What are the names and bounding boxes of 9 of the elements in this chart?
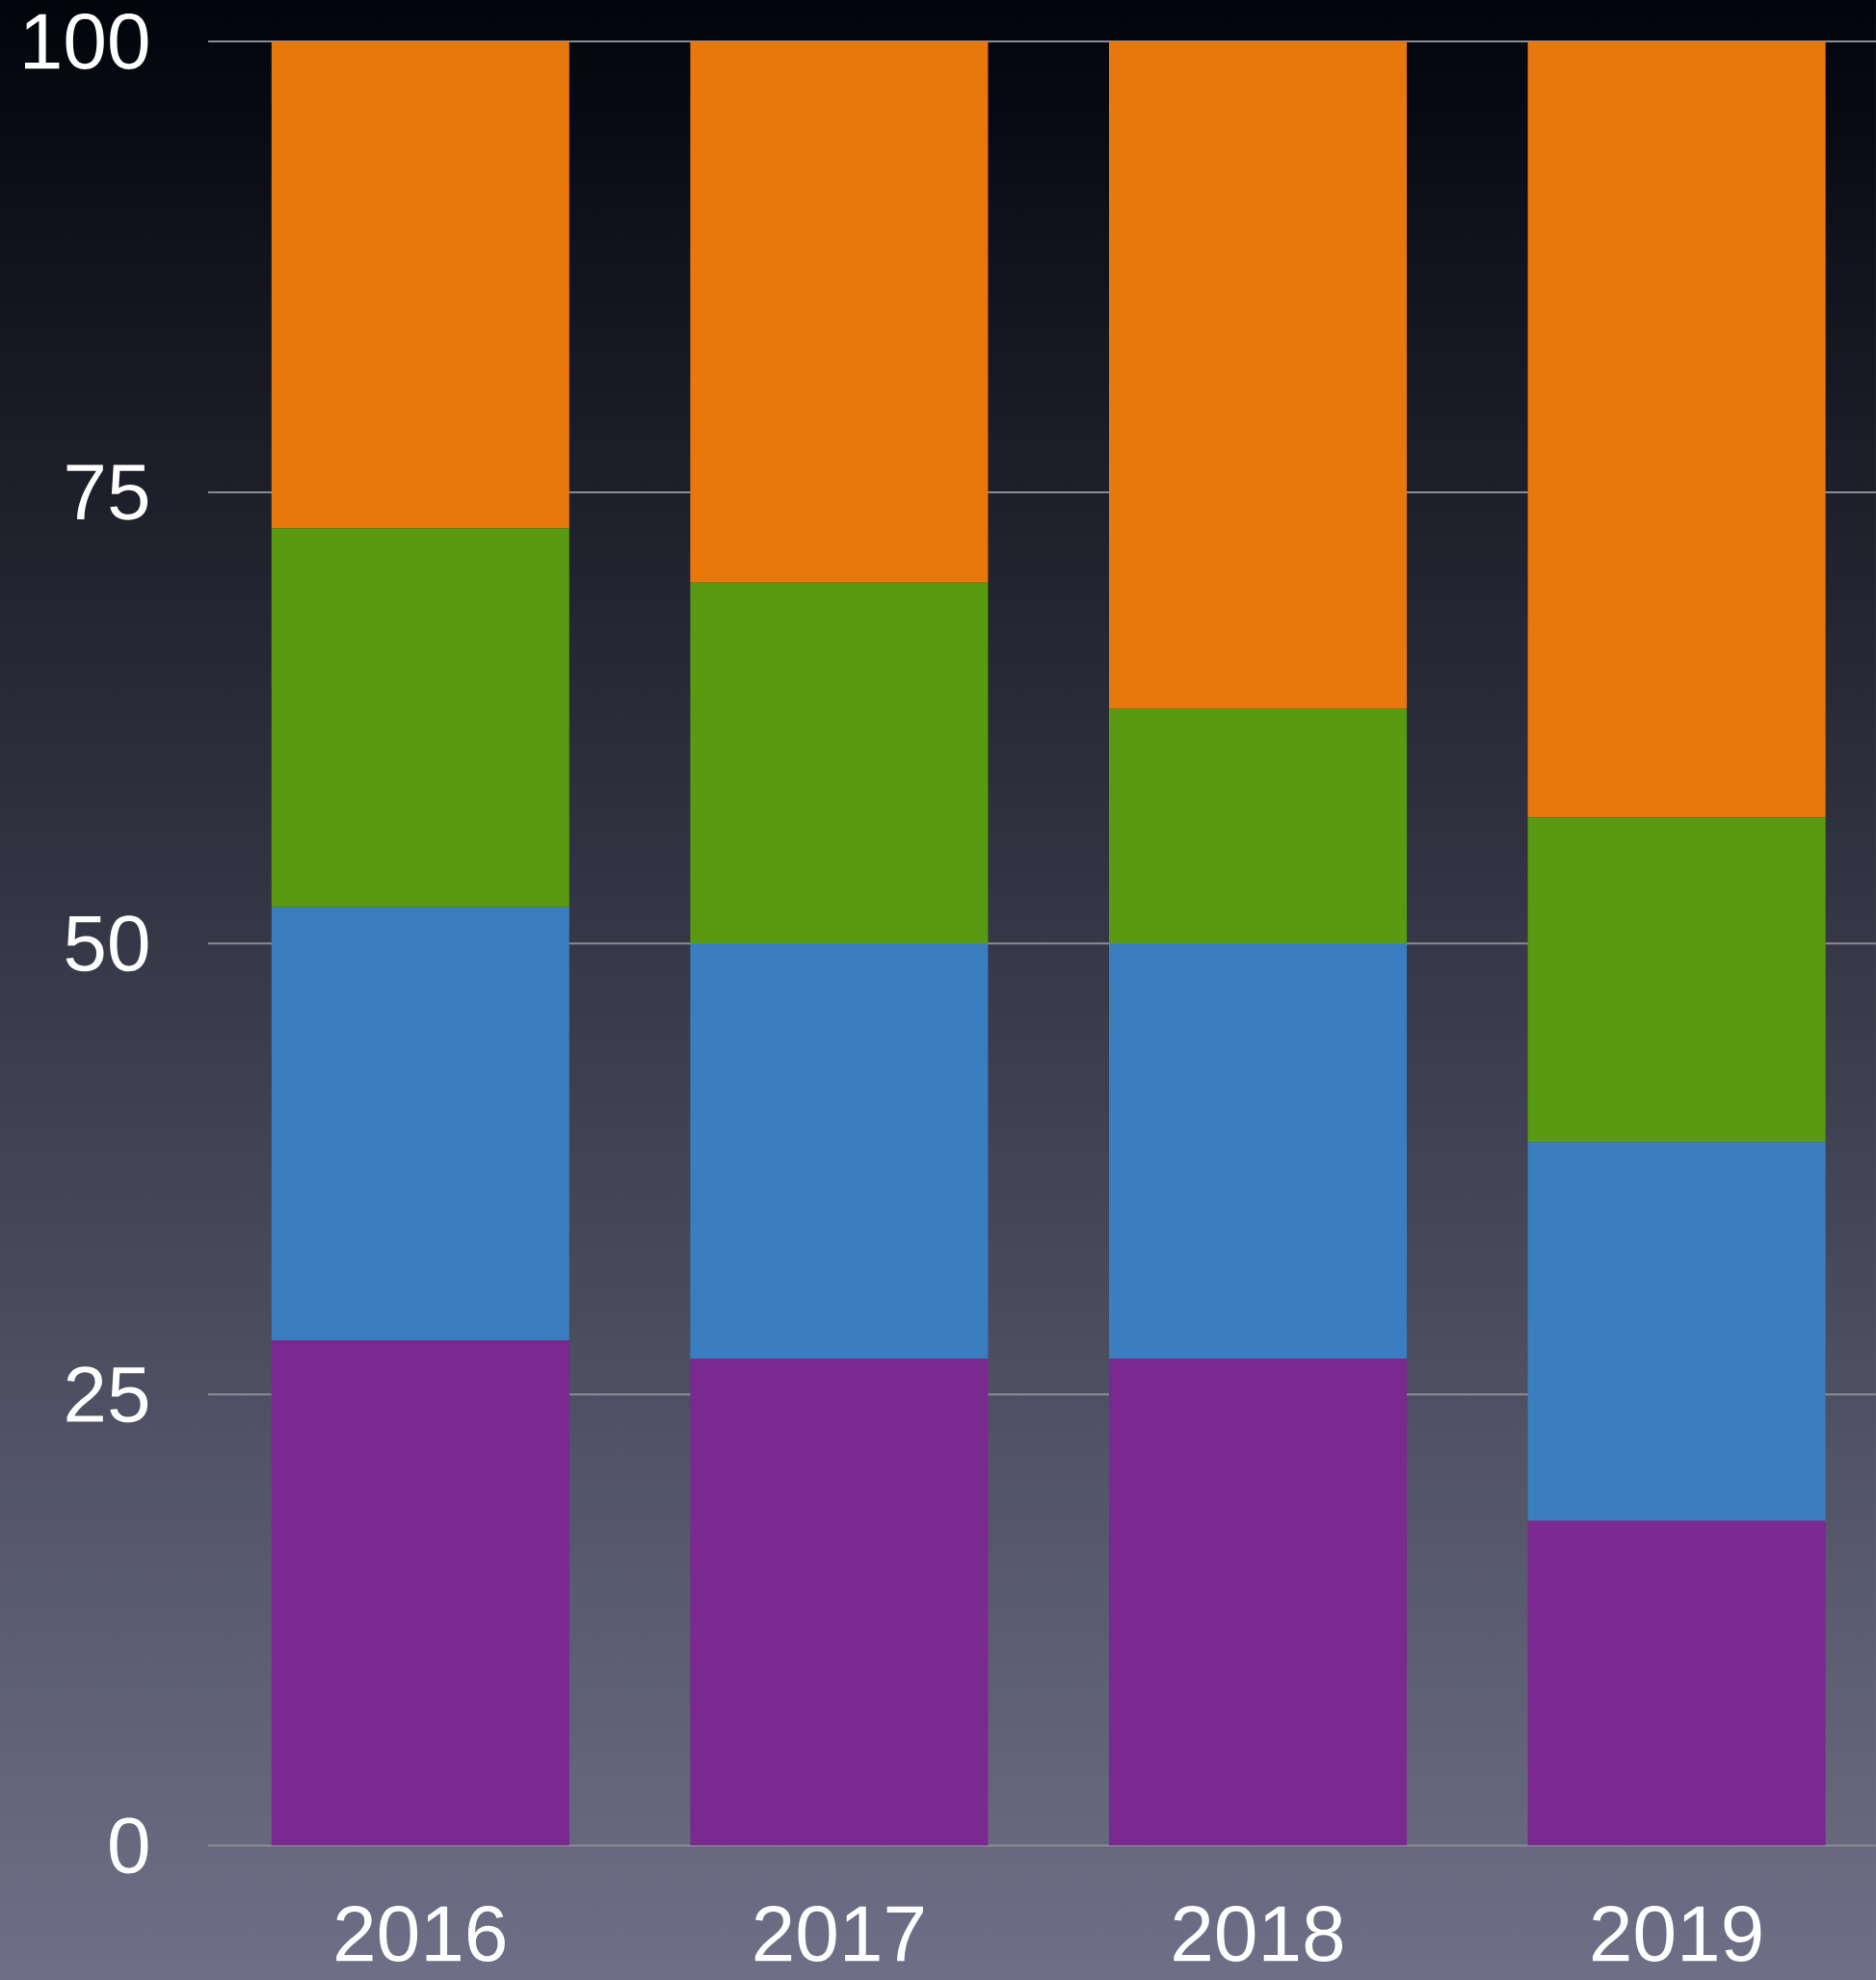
y-tick-label: 50 — [66, 915, 148, 972]
y-tick-label: 0 — [110, 1817, 148, 1874]
x-tick-label: 2019 — [1593, 1905, 1761, 1963]
x-tick-label: 2018 — [1174, 1905, 1343, 1963]
x-tick-label: 2017 — [754, 1905, 923, 1963]
y-tick-label: 25 — [66, 1366, 148, 1423]
y-tick-label: 100 — [25, 13, 148, 70]
x-tick-label: 2016 — [336, 1905, 505, 1963]
y-tick-label: 75 — [66, 464, 148, 520]
